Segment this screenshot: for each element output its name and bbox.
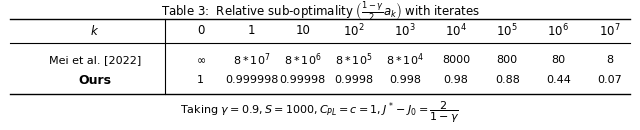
- Text: $8*10^7$: $8*10^7$: [233, 52, 271, 68]
- Text: $10^4$: $10^4$: [445, 23, 467, 39]
- Text: 0.98: 0.98: [444, 75, 468, 85]
- Text: $8*10^5$: $8*10^5$: [335, 52, 372, 68]
- Text: $\infty$: $\infty$: [196, 55, 205, 65]
- Text: $10^3$: $10^3$: [394, 23, 416, 39]
- Text: Ours: Ours: [79, 73, 111, 86]
- Text: $10^2$: $10^2$: [343, 23, 365, 39]
- Text: 800: 800: [497, 55, 518, 65]
- Text: 1: 1: [248, 24, 255, 37]
- Text: 0: 0: [197, 24, 204, 37]
- Text: $k$: $k$: [90, 24, 100, 38]
- Text: 0.07: 0.07: [597, 75, 622, 85]
- Text: Taking $\gamma=0.9, S=1000, C_{PL}=c=1, J^*-J_0=\dfrac{2}{1-\gamma}$: Taking $\gamma=0.9, S=1000, C_{PL}=c=1, …: [180, 99, 460, 125]
- Text: 0.9998: 0.9998: [334, 75, 374, 85]
- Text: 0.998: 0.998: [389, 75, 421, 85]
- Text: 0.999998: 0.999998: [225, 75, 278, 85]
- Text: 10: 10: [295, 24, 310, 37]
- Text: 80: 80: [551, 55, 565, 65]
- Text: Table 3:  Relative sub-optimality $\left(\frac{1-\gamma}{2}a_k\right)$ with iter: Table 3: Relative sub-optimality $\left(…: [161, 0, 479, 23]
- Text: Mei et al. [2022]: Mei et al. [2022]: [49, 55, 141, 65]
- Text: 8000: 8000: [442, 55, 470, 65]
- Text: 0.88: 0.88: [495, 75, 520, 85]
- Text: $10^5$: $10^5$: [497, 23, 518, 39]
- Text: $8*10^6$: $8*10^6$: [284, 52, 321, 68]
- Text: $8*10^4$: $8*10^4$: [386, 52, 424, 68]
- Text: 0.44: 0.44: [546, 75, 571, 85]
- Text: $10^6$: $10^6$: [547, 23, 569, 39]
- Text: 0.99998: 0.99998: [280, 75, 326, 85]
- Text: 8: 8: [606, 55, 613, 65]
- Text: 1: 1: [197, 75, 204, 85]
- Text: $10^7$: $10^7$: [598, 23, 620, 39]
